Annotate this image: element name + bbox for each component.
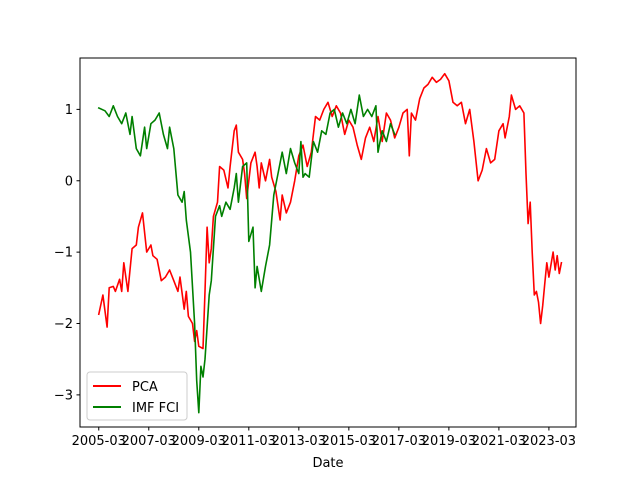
legend-label-imf-fci: IMF FCI (132, 401, 179, 416)
y-axis-ticks: −3 −2 −1 0 1 (54, 103, 80, 403)
y-tick-label: 0 (65, 174, 73, 189)
x-tick-label: 2007-03 (122, 434, 176, 449)
x-tick-label: 2011-03 (222, 434, 276, 449)
y-tick-label: −3 (54, 388, 73, 403)
y-tick-label: −2 (54, 317, 73, 332)
plot-area (80, 58, 576, 427)
x-tick-label: 2021-03 (472, 434, 526, 449)
x-axis-ticks: 2005-032007-032009-032011-032013-032015-… (72, 427, 576, 449)
series-line-pca (97, 72, 563, 350)
y-tick-label: 1 (65, 103, 73, 118)
plot-frame (79, 57, 577, 428)
x-axis-label: Date (312, 456, 343, 471)
legend-label-pca: PCA (132, 380, 158, 395)
x-tick-label: 2009-03 (172, 434, 226, 449)
x-tick-label: 2005-03 (72, 434, 126, 449)
series-line-imf-fci (97, 94, 396, 414)
x-tick-label: 2023-03 (522, 434, 576, 449)
series-layer (97, 72, 563, 414)
x-tick-label: 2013-03 (272, 434, 326, 449)
x-tick-label: 2015-03 (322, 434, 376, 449)
legend: PCA IMF FCI (86, 371, 188, 421)
x-tick-label: 2019-03 (422, 434, 476, 449)
y-tick-label: −1 (54, 246, 73, 261)
x-tick-label: 2017-03 (372, 434, 426, 449)
